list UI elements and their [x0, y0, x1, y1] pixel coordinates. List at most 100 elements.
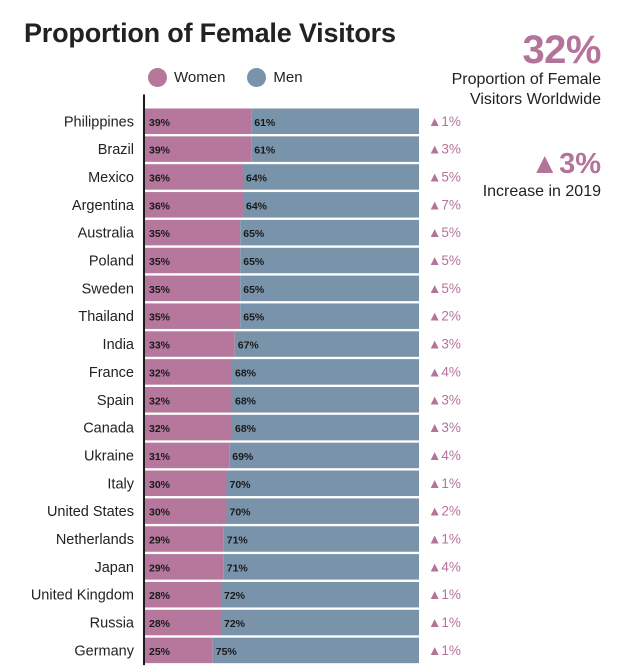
- bar-men: [232, 414, 419, 441]
- data-label-men: 75%: [216, 646, 238, 658]
- data-label-women: 28%: [149, 618, 171, 630]
- bar-women: [144, 526, 224, 552]
- data-label-men: 65%: [243, 284, 265, 296]
- category-label: Netherlands: [56, 532, 134, 548]
- legend-swatch-women: [148, 67, 167, 87]
- change-label: ▲5%: [428, 281, 461, 296]
- bar-men: [226, 498, 419, 524]
- bar-men: [240, 247, 419, 274]
- bar-women: [144, 331, 235, 357]
- data-label-men: 68%: [235, 395, 257, 407]
- worldwide-label: Proportion of Female Visitors Worldwide: [451, 71, 601, 108]
- increase-value: 3%: [559, 148, 601, 180]
- worldwide-percentage: 32%: [522, 28, 601, 72]
- data-label-men: 65%: [243, 312, 265, 324]
- category-label: Argentina: [72, 198, 135, 214]
- data-label-women: 32%: [149, 395, 171, 407]
- category-label: Mexico: [88, 170, 134, 186]
- data-label-women: 35%: [149, 256, 171, 268]
- bar-women: [144, 108, 252, 134]
- data-label-men: 71%: [227, 562, 249, 574]
- bar-men: [243, 164, 419, 190]
- data-label-men: 64%: [246, 172, 268, 184]
- data-label-women: 32%: [149, 367, 171, 379]
- data-label-men: 61%: [254, 145, 276, 157]
- change-label: ▲1%: [428, 114, 461, 129]
- data-label-women: 32%: [149, 423, 171, 435]
- bar-women: [144, 637, 213, 664]
- data-label-men: 70%: [230, 479, 252, 491]
- change-label: ▲2%: [428, 309, 461, 324]
- data-label-men: 68%: [235, 423, 257, 435]
- data-label-women: 30%: [149, 479, 171, 491]
- increase-arrow-icon: ▲: [530, 148, 560, 180]
- change-label: ▲1%: [428, 643, 461, 658]
- data-label-women: 35%: [149, 284, 171, 296]
- change-label: ▲3%: [428, 392, 461, 407]
- bar-women: [144, 359, 232, 385]
- change-label: ▲4%: [428, 364, 461, 379]
- data-label-women: 39%: [149, 145, 171, 157]
- bar-men: [226, 470, 419, 497]
- bar-women: [144, 275, 241, 302]
- bar-women: [144, 387, 232, 413]
- data-label-men: 70%: [230, 507, 252, 519]
- bar-men: [251, 108, 419, 134]
- category-label: France: [89, 365, 134, 381]
- bar-men: [223, 554, 419, 580]
- data-label-men: 68%: [235, 367, 257, 379]
- bar-women: [144, 303, 241, 329]
- category-label: Spain: [97, 393, 134, 409]
- bar-men: [251, 136, 419, 162]
- bar-women: [144, 470, 227, 497]
- data-label-men: 65%: [243, 228, 265, 240]
- bar-women: [144, 219, 241, 246]
- data-label-men: 61%: [254, 117, 276, 129]
- bar-men: [232, 359, 419, 385]
- bar-women: [144, 247, 241, 274]
- category-label: Thailand: [78, 309, 134, 325]
- bar-men: [212, 637, 419, 664]
- bar-men: [223, 526, 419, 552]
- data-label-women: 35%: [149, 228, 171, 240]
- bar-men: [232, 387, 419, 413]
- change-label: ▲7%: [428, 197, 461, 212]
- change-label: ▲2%: [428, 504, 461, 519]
- bar-women: [144, 442, 230, 469]
- data-label-women: 25%: [149, 646, 171, 658]
- bar-men: [243, 192, 419, 218]
- category-label: Brazil: [98, 142, 134, 158]
- bar-men: [240, 303, 419, 329]
- change-label: ▲3%: [428, 337, 461, 352]
- category-label: Germany: [74, 643, 134, 659]
- bar-women: [144, 192, 243, 218]
- change-label: ▲5%: [428, 253, 461, 268]
- data-label-women: 35%: [149, 312, 171, 324]
- increase-label: Increase in 2019: [482, 183, 601, 200]
- data-label-women: 36%: [149, 172, 171, 184]
- data-label-women: 33%: [149, 340, 171, 352]
- change-label: ▲1%: [428, 587, 461, 602]
- category-label: Russia: [90, 616, 135, 632]
- data-label-men: 72%: [224, 618, 246, 630]
- legend-item-women: Women: [148, 67, 225, 87]
- bar-women: [144, 581, 221, 608]
- data-label-men: 67%: [238, 340, 260, 352]
- legend-label-men: Men: [273, 68, 303, 86]
- change-label: ▲1%: [428, 476, 461, 491]
- bar-women: [144, 554, 224, 580]
- change-label: ▲5%: [428, 169, 461, 184]
- bar-men: [234, 331, 419, 357]
- change-label: ▲3%: [428, 142, 461, 157]
- increase-stat: ▲3%: [530, 148, 601, 181]
- bar-men: [240, 219, 419, 246]
- data-label-men: 69%: [232, 451, 254, 463]
- data-label-women: 29%: [149, 562, 171, 574]
- data-label-women: 31%: [149, 451, 171, 463]
- bar-women: [144, 609, 221, 636]
- bar-men: [221, 581, 419, 608]
- bar-men: [229, 442, 419, 469]
- category-label: United Kingdom: [31, 588, 134, 604]
- data-label-women: 28%: [149, 590, 171, 602]
- legend-swatch-men: [247, 67, 267, 87]
